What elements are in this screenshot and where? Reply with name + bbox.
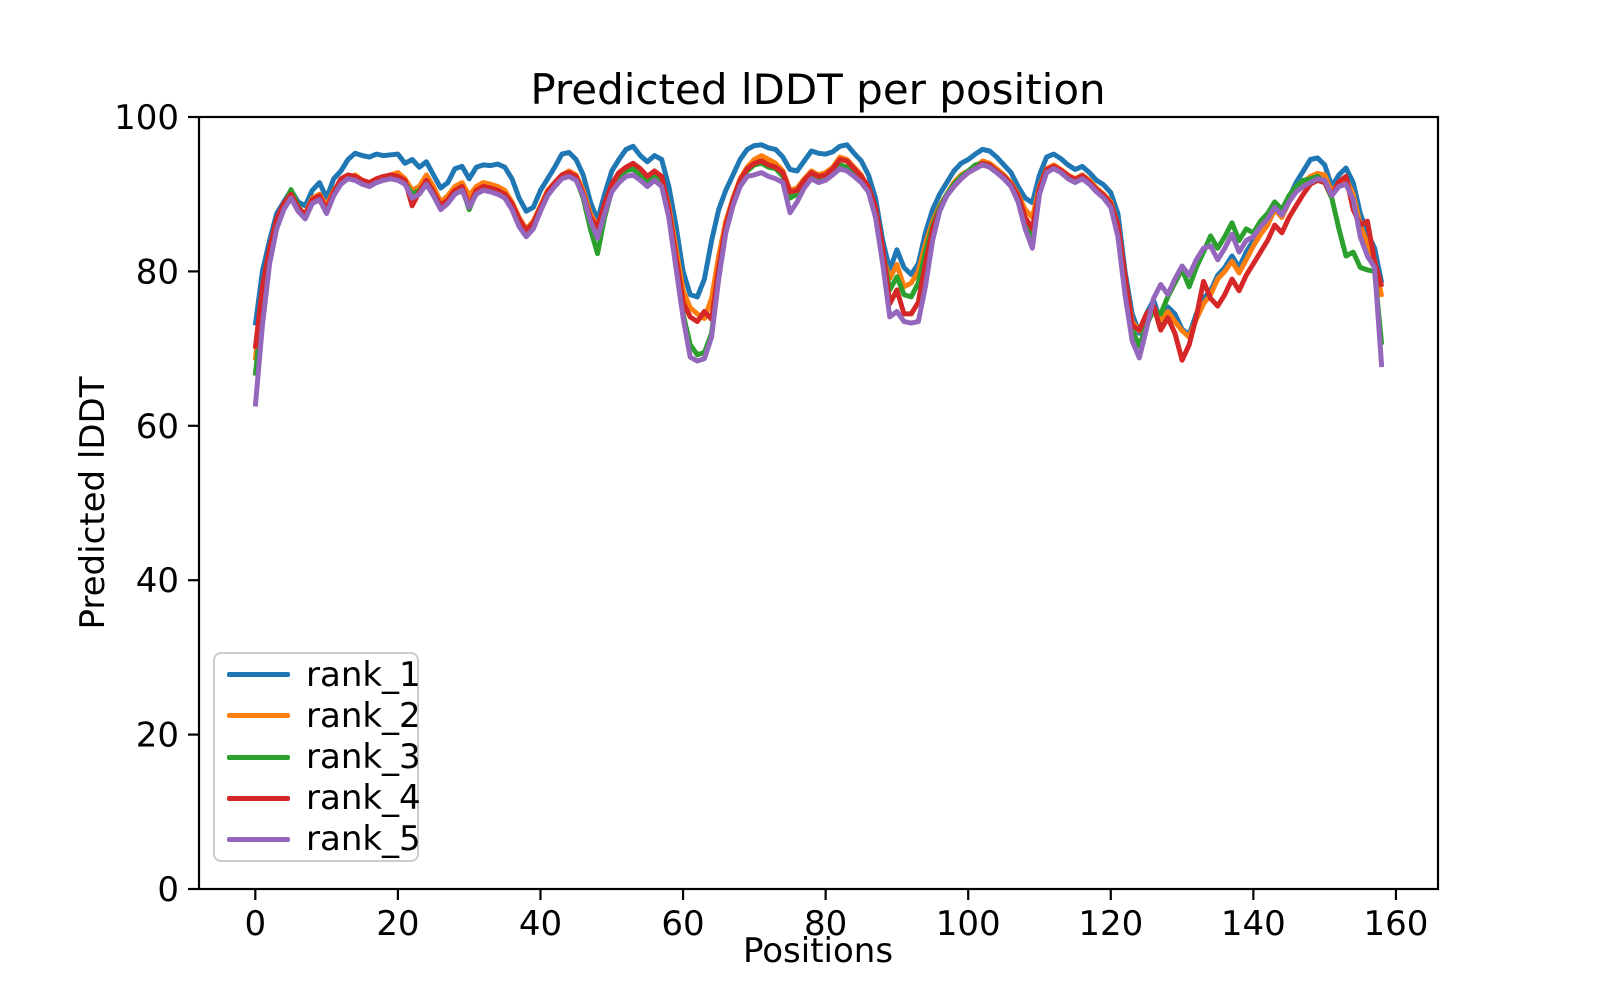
legend-line-swatch (227, 672, 290, 678)
legend-entry: rank_2 (227, 695, 421, 736)
y-tick-label: 80 (136, 252, 179, 292)
x-tick-label: 80 (804, 904, 847, 944)
series-lines (252, 142, 1385, 407)
x-tick-label: 100 (936, 904, 1001, 944)
y-tick-label: 40 (136, 561, 179, 601)
legend-entry: rank_3 (227, 736, 421, 777)
y-tick-label: 100 (114, 98, 179, 138)
legend-line-swatch (227, 713, 290, 719)
x-tick-label: 120 (1078, 904, 1143, 944)
x-tick-label: 140 (1221, 904, 1286, 944)
legend-entry: rank_4 (227, 778, 421, 819)
legend-line-swatch (227, 754, 290, 760)
x-tick-label: 60 (661, 904, 704, 944)
legend-entry: rank_1 (227, 654, 421, 695)
x-axis-label: Positions (743, 931, 893, 971)
x-tick-label: 0 (244, 904, 266, 944)
legend-line-swatch (227, 836, 290, 842)
series-line-rank_3 (252, 160, 1385, 376)
x-tick-label: 160 (1363, 904, 1428, 944)
chart-title: Predicted lDDT per position (530, 65, 1105, 114)
legend-label: rank_1 (306, 654, 421, 695)
y-tick-label: 0 (157, 870, 179, 910)
x-tick-label: 40 (519, 904, 562, 944)
y-axis-label: Predicted lDDT (73, 376, 113, 629)
legend-label: rank_2 (306, 695, 421, 736)
legend-line-swatch (227, 795, 290, 801)
x-tick-label: 20 (376, 904, 419, 944)
legend: rank_1 rank_2 rank_3 rank_4 rank_5 (213, 652, 421, 862)
axes: 0 20 40 60 80 100 120 140 160 0 20 40 60 80 100 (114, 98, 1440, 944)
series-line-rank_5 (252, 162, 1385, 407)
legend-label: rank_5 (306, 819, 421, 860)
legend-label: rank_3 (306, 737, 421, 777)
axes-spines (197, 115, 1440, 891)
legend-entry: rank_5 (227, 819, 421, 860)
legend-label: rank_4 (306, 778, 421, 819)
series-line-rank_4 (252, 157, 1385, 363)
y-tick-label: 20 (136, 716, 179, 756)
y-tick-label: 60 (136, 407, 179, 447)
